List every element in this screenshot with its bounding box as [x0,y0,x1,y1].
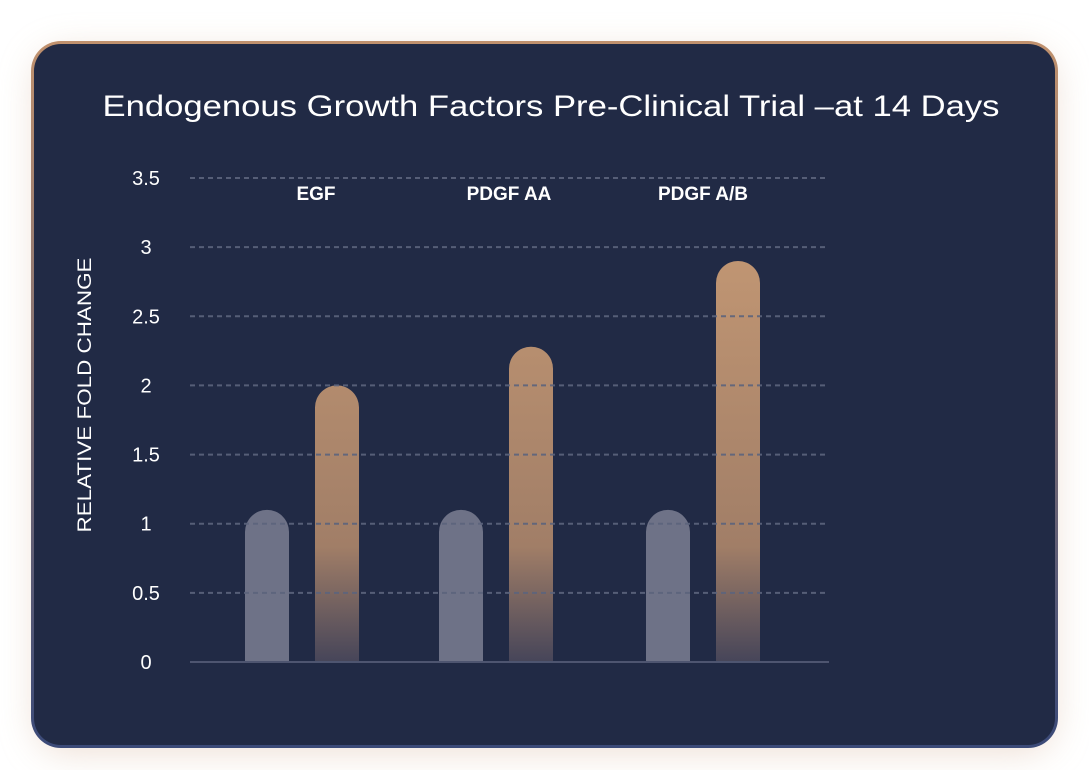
bar-control-pdgf-aa [439,509,483,662]
y-tick-label: 3 [140,237,151,259]
bar-control-pdgf-a-b [646,509,690,662]
y-tick-label: 2 [140,375,151,397]
y-tick-label: 3.5 [132,168,160,190]
chart-title: Endogenous Growth Factors Pre-Clinical T… [103,90,1000,123]
y-ticks-layer: 0 0.5 1 1.5 2 2.5 3 3.5 [132,168,160,674]
y-tick-label: 2.5 [132,306,160,328]
y-axis-label: RELATIVE FOLD CHANGE [75,258,96,533]
y-tick-label: 0 [140,652,151,674]
bar-treated-pdgf-aa [509,346,553,662]
y-tick-label: 0.5 [132,583,160,605]
category-label: PDGF AA [467,184,552,205]
bar-control-egf [245,509,289,662]
y-tick-label: 1 [140,514,151,536]
bars-layer [245,260,760,662]
category-label: EGF [296,184,335,205]
gridlines-layer [190,177,829,663]
category-labels-layer: EGF PDGF AA PDGF A/B [296,184,748,205]
category-label: PDGF A/B [658,184,748,205]
y-tick-label: 1.5 [132,445,160,467]
bar-treated-pdgf-a-b [716,260,760,662]
